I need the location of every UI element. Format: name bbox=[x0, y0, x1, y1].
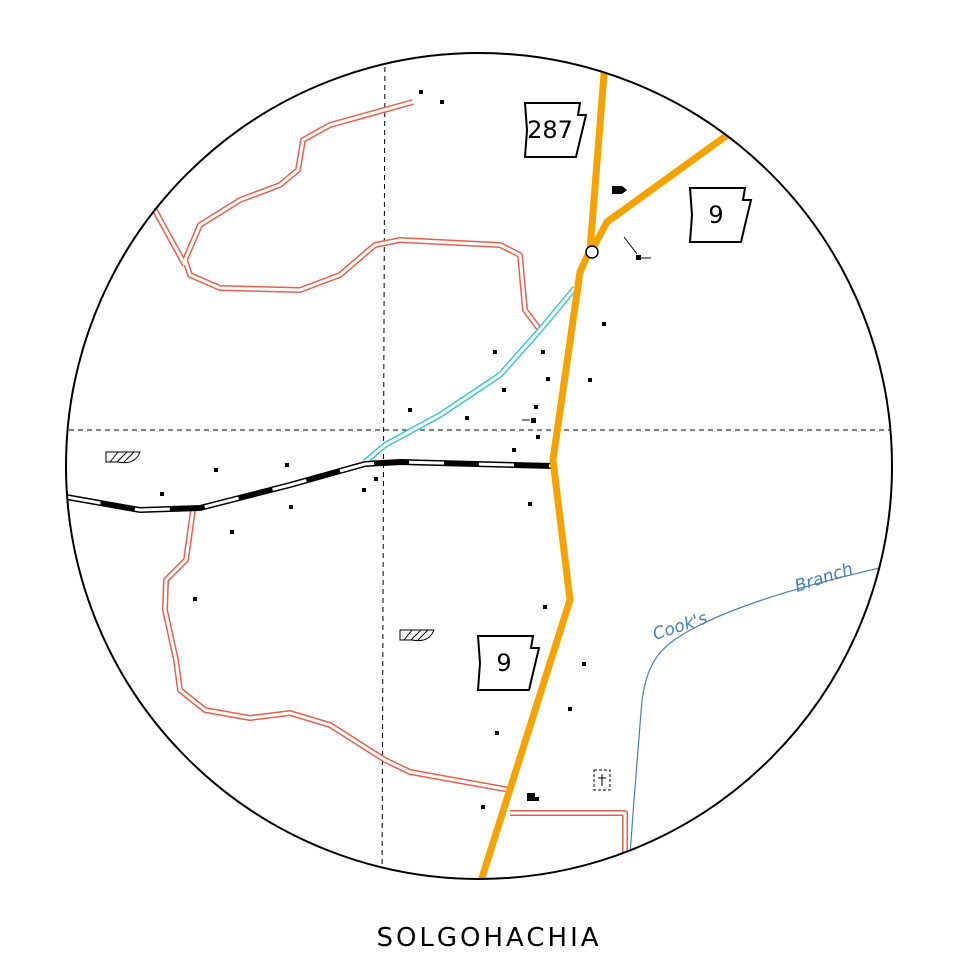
map-border bbox=[65, 52, 893, 880]
buildings bbox=[160, 90, 641, 809]
stream bbox=[629, 564, 892, 856]
map-title: SOLGOHACHIA bbox=[376, 923, 601, 953]
cyan-road bbox=[363, 286, 578, 465]
shield-label: 9 bbox=[708, 201, 723, 229]
highway bbox=[476, 61, 740, 879]
map-content: 287 9 9 Cook's Branch bbox=[66, 53, 892, 879]
shield-label: 9 bbox=[496, 649, 511, 677]
stream-label: Branch bbox=[792, 559, 855, 597]
stream-label: Cook's bbox=[650, 608, 710, 644]
shield-label: 287 bbox=[527, 116, 573, 144]
junction bbox=[585, 245, 599, 259]
unpaved-roads bbox=[149, 99, 628, 858]
shields bbox=[476, 102, 753, 691]
paved-road bbox=[66, 458, 554, 514]
symbols bbox=[105, 236, 651, 791]
